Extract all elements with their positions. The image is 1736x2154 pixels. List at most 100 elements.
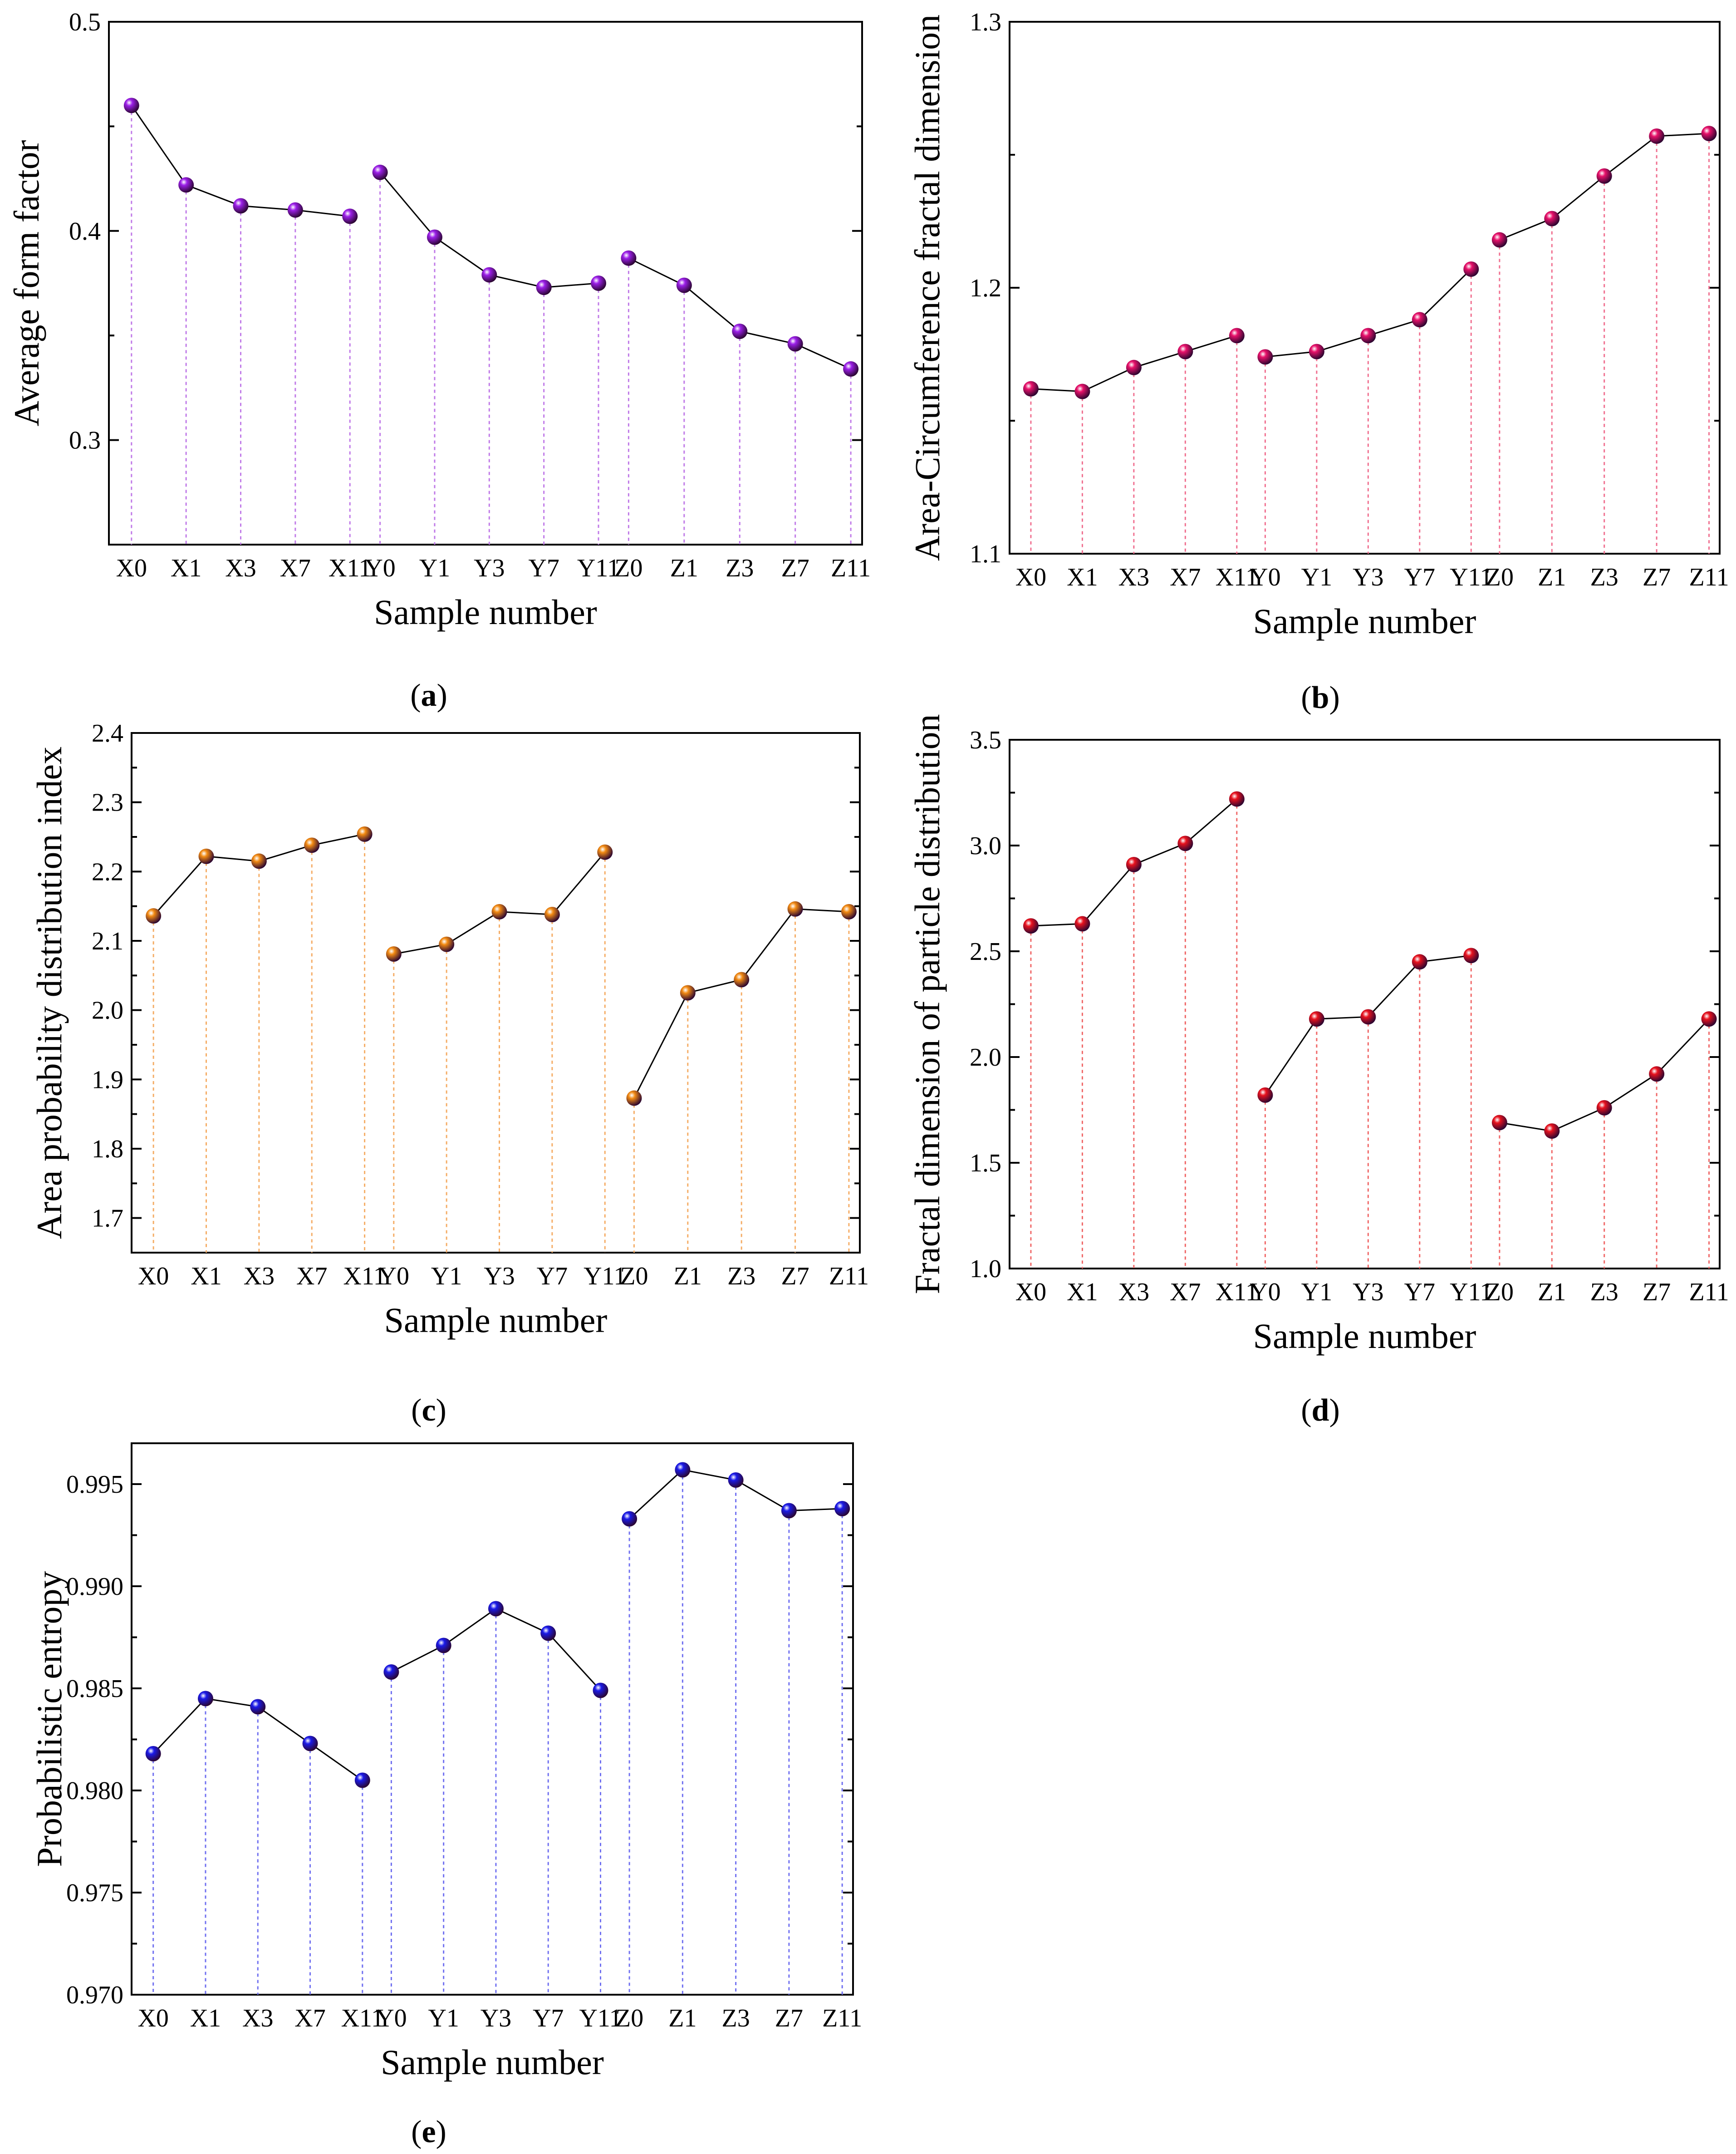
panel-label: (b) [1301,680,1340,715]
y-tick-label: 1.8 [92,1135,123,1163]
x-tick-label: Y7 [528,554,559,582]
data-point [342,208,358,224]
plot-frame [1009,739,1721,1269]
data-point [178,177,194,193]
x-tick-label: X11 [341,2004,384,2032]
data-point [1023,381,1039,397]
x-tick-label: Y11 [1450,563,1492,591]
x-tick-label: Z7 [1643,563,1671,591]
x-tick-label: X7 [1170,563,1201,591]
data-point [250,1699,266,1715]
data-point [841,904,857,920]
y-tick-label: 2.1 [92,927,123,955]
data-point [123,98,139,113]
x-tick-label: X0 [1015,563,1046,591]
data-point [1074,384,1090,399]
y-tick-label: 3.0 [970,832,1001,860]
y-tick-label: 2.0 [970,1043,1001,1072]
y-tick-label: 1.7 [92,1205,123,1233]
data-point [386,946,402,962]
y-axis-label: Probabilistic entropy [29,1571,69,1867]
x-tick-label: Y0 [1250,1278,1280,1306]
x-tick-label: Z1 [668,2004,696,2032]
data-point [1463,261,1479,277]
x-tick-label: Z1 [1538,563,1566,591]
x-axis-label: Sample number [1253,1316,1476,1356]
x-tick-label: Z0 [1486,1278,1514,1306]
x-tick-label: X1 [1067,1278,1098,1306]
data-point [1177,836,1193,851]
plot-frame [131,732,861,1254]
x-tick-label: Y3 [1353,563,1383,591]
y-tick-label: 0.3 [69,427,101,455]
plot-frame [108,21,863,546]
data-point [436,1638,451,1653]
data-point [439,936,455,952]
x-tick-label: X1 [1067,563,1098,591]
y-tick-label: 0.975 [66,1879,123,1907]
data-point [1596,168,1612,184]
x-tick-label: Y3 [1353,1278,1383,1306]
data-point [1596,1100,1612,1116]
data-point [481,267,497,283]
x-tick-label: Y0 [1250,563,1280,591]
data-point [1023,918,1039,934]
x-tick-label: Y1 [419,554,450,582]
data-point [597,844,613,860]
y-tick-label: 2.0 [92,997,123,1025]
data-point [1412,954,1427,970]
data-point [488,1601,504,1617]
x-axis-label: Sample number [381,2042,604,2082]
x-tick-label: Y1 [1301,563,1332,591]
data-point [1360,1009,1376,1025]
x-tick-label: Y7 [537,1262,568,1290]
y-tick-label: 0.970 [66,1981,123,2009]
x-tick-label: Z1 [674,1262,702,1290]
data-point [675,1462,691,1478]
data-point [544,906,560,922]
data-point [357,826,373,842]
plot-frame [1009,21,1721,555]
x-tick-label: Y3 [474,554,505,582]
data-point [1412,312,1427,328]
x-tick-label: Z7 [781,1262,809,1290]
data-point [734,972,750,988]
data-point [354,1772,370,1788]
data-point [1126,359,1142,375]
y-tick-label: 1.1 [970,540,1001,568]
series-line [1499,133,1709,241]
x-tick-label: X1 [171,554,201,582]
x-axis-label: Sample number [374,592,597,632]
panel-label: (e) [411,2115,446,2149]
y-tick-label: 3.5 [970,726,1001,754]
x-tick-label: Z1 [670,554,698,582]
x-tick-label: Y11 [1450,1278,1492,1306]
y-axis-label: Area-Circumference fractal dimension [907,15,947,561]
data-point [146,908,162,924]
data-point [622,1511,638,1527]
x-tick-label: X3 [244,1262,275,1290]
x-tick-label: X3 [242,2004,273,2032]
data-point [1309,344,1324,359]
x-tick-label: Z3 [727,1262,755,1290]
data-point [1491,1115,1507,1131]
x-tick-label: Y7 [533,2004,564,2032]
x-tick-label: Z1 [1538,1278,1566,1306]
y-tick-label: 0.4 [69,217,101,246]
data-point [680,985,696,1001]
data-point [197,1691,213,1706]
x-tick-label: Z0 [614,554,642,582]
x-tick-label: X3 [1118,563,1149,591]
data-point [427,229,442,245]
data-point [834,1501,850,1516]
data-point [1126,856,1142,872]
y-tick-label: 0.995 [66,1470,123,1499]
data-point [787,336,803,352]
x-tick-label: X7 [296,1262,327,1290]
data-point [593,1682,608,1698]
data-point [1074,916,1090,932]
x-tick-label: Z0 [615,2004,643,2032]
data-point [626,1090,642,1106]
